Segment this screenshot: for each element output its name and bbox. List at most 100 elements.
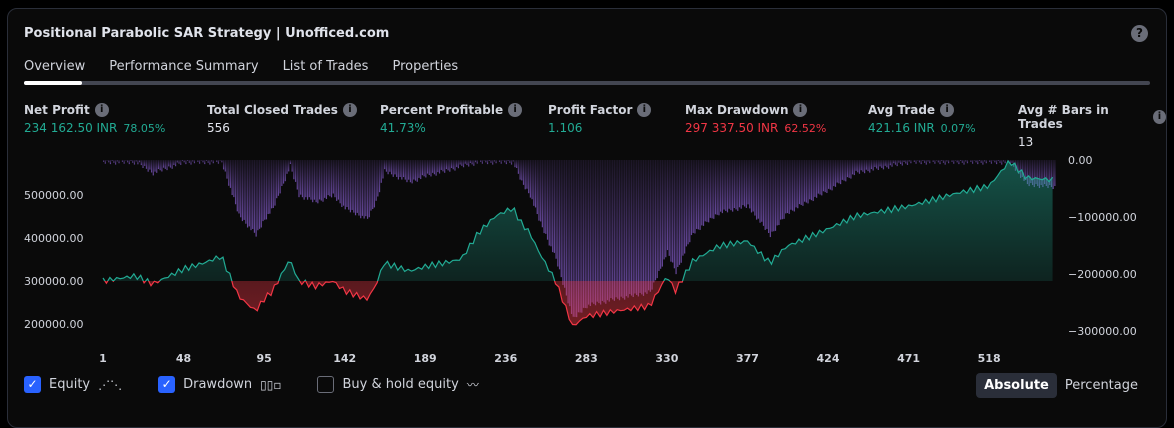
drawdown-bar — [957, 160, 958, 162]
drawdown-bar — [468, 160, 469, 166]
drawdown-bar — [566, 160, 567, 296]
drawdown-bar — [730, 160, 731, 210]
drawdown-bar — [485, 160, 486, 162]
drawdown-bar — [338, 160, 339, 200]
drawdown-bar — [374, 160, 375, 207]
drawdown-bar — [888, 160, 889, 169]
info-icon[interactable]: i — [95, 103, 109, 117]
drawdown-bar — [783, 160, 784, 219]
drawdown-bar — [206, 160, 207, 161]
drawdown-bar — [751, 160, 752, 212]
info-icon[interactable]: i — [343, 103, 357, 117]
drawdown-bar — [427, 160, 428, 174]
drawdown-bar — [316, 160, 317, 202]
drawdown-bar — [552, 160, 553, 252]
drawdown-bar — [861, 160, 862, 170]
drawdown-bar — [874, 160, 875, 167]
drawdown-bar — [425, 160, 426, 177]
drawdown-bar — [533, 160, 534, 206]
drawdown-bar — [675, 160, 676, 274]
drawdown-bar — [710, 160, 711, 218]
right-axis-tick: −300000.00 — [1068, 325, 1137, 338]
drawdown-bar — [602, 160, 603, 301]
drawdown-bar — [213, 160, 214, 163]
drawdown-bar — [847, 160, 848, 177]
drawdown-bar — [273, 160, 274, 208]
help-icon[interactable]: ? — [1131, 25, 1148, 42]
drawdown-bar — [242, 160, 243, 221]
drawdown-bar — [209, 160, 210, 165]
drawdown-bar — [826, 160, 827, 193]
drawdown-bar — [869, 160, 870, 173]
tab-list-of-trades[interactable]: List of Trades — [283, 59, 369, 74]
drawdown-bar — [346, 160, 347, 207]
drawdown-bar — [413, 160, 414, 179]
drawdown-bar — [994, 160, 995, 162]
info-icon[interactable]: i — [793, 103, 807, 117]
tab-overview[interactable]: Overview — [24, 59, 85, 74]
right-axis-tick: −200000.00 — [1068, 268, 1137, 281]
drawdown-bar — [778, 160, 779, 225]
drawdown-checkbox[interactable]: ✓ — [158, 376, 175, 393]
drawdown-bar — [146, 160, 147, 169]
drawdown-bar — [424, 160, 425, 176]
drawdown-bar — [304, 160, 305, 200]
drawdown-bar — [543, 160, 544, 233]
tab-performance-summary[interactable]: Performance Summary — [109, 59, 258, 74]
drawdown-bar — [927, 160, 928, 161]
drawdown-bar — [842, 160, 843, 180]
drawdown-bar — [773, 160, 774, 231]
absolute-button[interactable]: Absolute — [976, 373, 1057, 398]
legend-buy-hold[interactable]: Buy & hold equity〰 — [317, 376, 478, 393]
drawdown-bar — [148, 160, 149, 172]
drawdown-bar — [441, 160, 442, 170]
drawdown-bar — [672, 160, 673, 262]
buy-hold-checkbox[interactable] — [317, 376, 334, 393]
drawdown-bar — [758, 160, 759, 219]
drawdown-bar — [112, 160, 113, 161]
drawdown-bar — [300, 160, 301, 195]
info-icon[interactable]: i — [637, 103, 651, 117]
drawdown-bar — [706, 160, 707, 222]
drawdown-bar — [321, 160, 322, 201]
drawdown-bar — [845, 160, 846, 181]
drawdown-bar — [293, 160, 294, 179]
drawdown-bar — [852, 160, 853, 174]
strategy-title: Positional Parabolic SAR Strategy | Unof… — [24, 26, 389, 41]
drawdown-bar — [682, 160, 683, 256]
display-mode-toggle: Absolute Percentage — [976, 373, 1146, 398]
info-icon[interactable]: i — [1153, 110, 1166, 124]
info-icon[interactable]: i — [940, 103, 954, 117]
info-icon[interactable]: i — [508, 103, 522, 117]
drawdown-bar — [333, 160, 334, 194]
drawdown-bar — [506, 160, 507, 164]
drawdown-bar — [403, 160, 404, 177]
drawdown-bar — [629, 160, 630, 294]
drawdown-bar — [432, 160, 433, 173]
legend-equity[interactable]: ✓Equity⋰⋱ — [24, 376, 122, 393]
drawdown-bar — [915, 160, 916, 164]
drawdown-bar — [691, 160, 692, 235]
drawdown-bar — [388, 160, 389, 174]
drawdown-bar — [986, 160, 987, 163]
drawdown-bar — [437, 160, 438, 172]
drawdown-bar — [324, 160, 325, 198]
drawdown-bar — [489, 160, 490, 161]
equity-checkbox[interactable]: ✓ — [24, 376, 41, 393]
equity-drawdown-chart: 500000.00400000.00300000.00200000.000.00… — [8, 149, 1168, 389]
drawdown-bar — [763, 160, 764, 226]
drawdown-bar — [674, 160, 675, 268]
drawdown-bar — [379, 160, 380, 192]
drawdown-bar — [202, 160, 203, 162]
legend-drawdown[interactable]: ✓Drawdown▯▯▫ — [158, 376, 281, 393]
drawdown-bar — [160, 160, 161, 170]
drawdown-bar — [963, 160, 964, 165]
drawdown-bar — [326, 160, 327, 199]
drawdown-bar — [444, 160, 445, 173]
tab-properties[interactable]: Properties — [392, 59, 458, 74]
drawdown-bar — [189, 160, 190, 163]
drawdown-bar — [849, 160, 850, 178]
drawdown-bar — [336, 160, 337, 201]
percentage-button[interactable]: Percentage — [1057, 373, 1146, 398]
